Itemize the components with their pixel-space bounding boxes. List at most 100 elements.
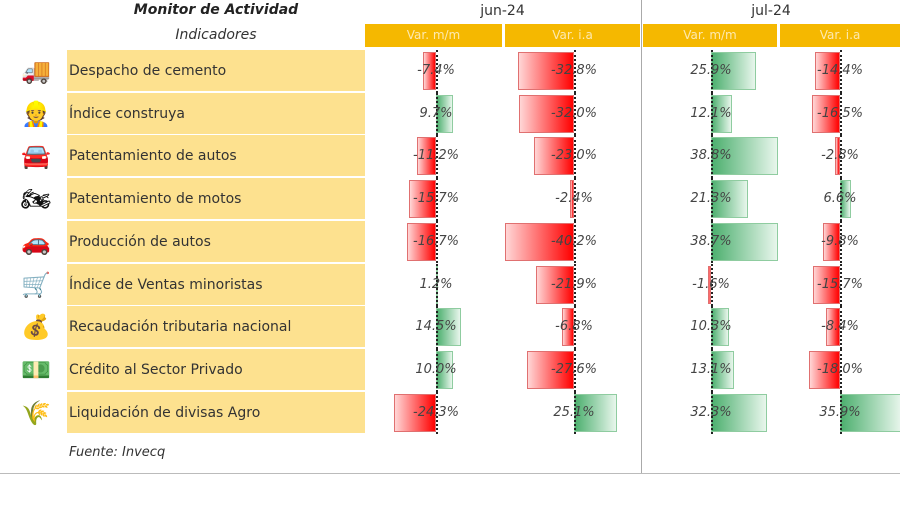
zero-line [711,220,713,264]
zero-line [840,263,842,307]
zero-line [711,391,713,435]
value-label: -23.0% [551,148,597,164]
zero-line [436,306,438,349]
zero-line [840,50,842,93]
value-label: 6.6% [823,191,857,207]
zero-line [436,220,438,264]
indicator-label: Despacho de cemento [67,50,365,92]
zero-line [711,135,713,179]
bar [835,137,840,176]
value-label: 9.7% [419,105,453,121]
value-label: 1.2% [419,276,453,292]
value-label: -2.8% [821,148,859,164]
motorcycle-icon: 🏍 [20,185,52,214]
col-header: Var. i.a [780,24,900,47]
value-label: 38.8% [690,148,732,164]
zero-line [574,135,576,179]
month-jul: jul-24 [751,3,791,19]
bar [526,350,574,389]
zero-line [840,348,842,392]
bar [708,265,711,304]
value-label: 32.3% [690,404,732,420]
bar [815,52,840,90]
month-jun: jun-24 [480,3,525,19]
bar [711,222,778,261]
shopping-cart-icon: 🛒 [21,270,51,299]
zero-line [574,178,576,221]
zero-line [574,50,576,93]
value-label: 38.7% [690,233,732,249]
value-label: -32.0% [551,105,597,121]
bar [517,52,574,90]
bar [825,308,840,347]
bar [518,94,574,133]
bar [534,137,574,176]
zero-line [574,391,576,435]
value-label: -27.6% [551,361,597,377]
zero-line [574,263,576,307]
zero-line [840,306,842,349]
bottom-divider [0,473,900,474]
col-header: Var. m/m [643,24,777,47]
value-label: 21.3% [690,191,732,207]
bar [408,180,436,219]
value-label: -8.4% [821,319,859,335]
bar [536,265,574,304]
car-front-icon: 🚘 [21,142,51,171]
zero-line [574,92,576,136]
value-label: -15.7% [817,276,863,292]
value-label: 10.3% [690,319,732,335]
bar [711,137,778,176]
bar [811,94,840,133]
indicator-label: Producción de autos [67,220,365,263]
value-label: -18.0% [817,361,863,377]
zero-line [436,135,438,179]
value-label: -32.8% [551,63,597,78]
money-hand-icon: 💰 [21,313,51,342]
indicator-label: Índice construya [67,92,365,135]
value-label: 35.9% [819,404,861,420]
indicator-label: Recaudación tributaria nacional [67,306,365,349]
bar [809,350,840,389]
zero-line [840,178,842,221]
zero-line [840,92,842,136]
zero-line [711,92,713,136]
value-label: 10.0% [415,361,457,377]
zero-line [711,263,713,307]
bar [711,393,767,432]
value-label: 25.1% [553,404,595,420]
indicator-label: Crédito al Sector Privado [67,348,365,391]
bar [394,393,436,432]
value-label: 12.1% [690,105,732,121]
bar [416,137,436,176]
indicator-label: Patentamiento de autos [67,135,365,178]
zero-line [711,50,713,93]
value-label: -1.6% [692,276,730,292]
value-label: -7.4% [417,63,455,78]
bar [840,393,900,432]
car-icon: 🚗 [21,227,51,256]
bar [562,308,574,347]
zero-line [436,92,438,136]
zero-line [436,50,438,93]
value-label: -2.4% [555,191,593,207]
bar [423,52,436,90]
bar [711,52,756,90]
zero-line [711,178,713,221]
zero-line [436,348,438,392]
indicator-label: Liquidación de divisas Agro [67,391,365,434]
value-label: -40.2% [551,233,597,249]
construction-worker-icon: 👷 [21,99,51,128]
month-divider [641,0,642,473]
zero-line [574,220,576,264]
bar [569,180,574,219]
zero-line [436,178,438,221]
value-label: -16.5% [817,105,863,121]
zero-line [840,220,842,264]
value-label: -15.7% [413,191,459,207]
value-label: -24.3% [413,404,459,420]
zero-line [840,135,842,179]
value-label: 14.5% [415,319,457,335]
bar [574,393,618,432]
indicator-label: Índice de Ventas minoristas [67,263,365,306]
